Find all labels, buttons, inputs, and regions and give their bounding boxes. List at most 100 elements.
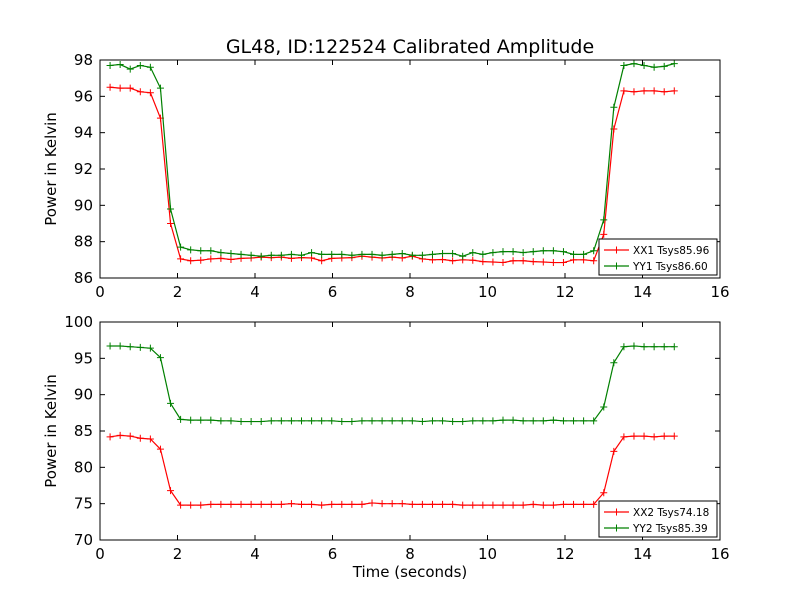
data-point-marker — [156, 445, 164, 453]
data-point-marker — [267, 251, 275, 259]
data-point-marker — [408, 251, 416, 259]
data-point-marker — [197, 501, 205, 509]
x-tick-label: 2 — [173, 283, 183, 301]
data-point-marker — [428, 250, 436, 258]
data-point-marker — [318, 501, 326, 509]
data-point-marker — [469, 501, 477, 509]
data-point-marker — [298, 500, 305, 508]
data-point-marker — [167, 205, 175, 213]
data-point-marker — [489, 417, 497, 425]
data-point-marker — [257, 418, 265, 426]
data-point-marker — [630, 342, 638, 350]
data-point-marker — [308, 249, 316, 257]
data-point-marker — [207, 255, 215, 263]
legend-label: XX1 Tsys85.96 — [633, 245, 710, 257]
data-point-marker — [509, 257, 517, 265]
data-point-marker — [459, 501, 467, 509]
x-tick-label: 12 — [555, 545, 574, 563]
series-group — [106, 60, 678, 267]
data-point-marker — [136, 343, 144, 351]
data-point-marker — [640, 87, 648, 95]
data-point-marker — [660, 62, 668, 70]
data-point-marker — [660, 432, 668, 440]
data-point-marker — [620, 433, 628, 441]
y-tick-label: 96 — [74, 87, 93, 105]
data-point-marker — [610, 359, 618, 367]
data-point-marker — [237, 250, 245, 258]
data-point-marker — [539, 417, 547, 425]
data-point-marker — [439, 249, 447, 257]
data-point-marker — [600, 230, 608, 238]
data-point-marker — [449, 500, 457, 508]
x-tick-label: 8 — [405, 283, 415, 301]
data-point-marker — [408, 417, 416, 425]
data-point-marker — [318, 417, 326, 425]
data-point-marker — [388, 500, 396, 508]
data-point-marker — [167, 220, 175, 227]
data-point-marker — [600, 489, 608, 497]
data-point-marker — [298, 417, 305, 425]
data-point-marker — [499, 259, 507, 267]
data-point-marker — [428, 500, 436, 508]
data-point-marker — [449, 418, 457, 426]
data-point-marker — [539, 258, 547, 266]
data-point-marker — [247, 418, 255, 426]
data-point-marker — [580, 250, 588, 258]
data-point-marker — [227, 249, 235, 257]
data-point-marker — [650, 87, 658, 95]
data-point-marker — [348, 418, 356, 426]
y-tick-label: 70 — [74, 531, 93, 549]
data-point-marker — [640, 61, 648, 69]
data-point-marker — [469, 249, 477, 257]
data-point-marker — [529, 248, 537, 256]
data-point-marker — [277, 417, 285, 425]
legend-label: XX2 Tsys74.18 — [633, 507, 709, 519]
data-point-marker — [287, 500, 295, 508]
data-point-marker — [449, 257, 457, 265]
data-point-marker — [459, 418, 467, 426]
data-point-marker — [126, 84, 134, 92]
data-point-marker — [106, 433, 114, 441]
data-point-marker — [509, 501, 517, 509]
y-tick-label: 85 — [74, 422, 93, 440]
data-point-marker — [499, 248, 507, 256]
data-point-marker — [358, 417, 366, 425]
x-tick-label: 6 — [328, 283, 338, 301]
data-point-marker — [328, 417, 336, 425]
legend-swatch-marker — [613, 508, 620, 516]
x-tick-label: 0 — [95, 545, 105, 563]
data-point-marker — [328, 500, 336, 508]
x-tick-label: 2 — [173, 545, 183, 563]
data-point-marker — [509, 416, 517, 424]
data-point-marker — [368, 499, 376, 507]
data-point-marker — [146, 435, 154, 443]
data-point-marker — [489, 249, 497, 257]
data-point-marker — [126, 432, 134, 440]
data-point-marker — [116, 84, 124, 92]
data-point-marker — [590, 257, 598, 265]
data-point-marker — [398, 249, 406, 257]
data-point-marker — [287, 250, 295, 258]
data-point-marker — [156, 84, 164, 92]
data-point-marker — [549, 259, 557, 267]
data-point-marker — [519, 249, 527, 257]
data-point-marker — [670, 343, 678, 351]
data-point-marker — [469, 256, 477, 264]
data-point-marker — [519, 257, 527, 265]
data-point-marker — [650, 63, 658, 71]
data-point-marker — [529, 500, 537, 508]
data-point-marker — [559, 500, 567, 508]
y-tick-label: 94 — [74, 124, 93, 142]
data-point-marker — [620, 87, 628, 95]
data-point-marker — [177, 243, 185, 251]
data-point-marker — [378, 417, 386, 425]
data-point-marker — [156, 354, 164, 362]
data-point-marker — [388, 250, 396, 258]
y-tick-label: 92 — [74, 160, 93, 178]
data-point-marker — [267, 500, 275, 508]
data-point-marker — [590, 417, 598, 425]
data-point-marker — [187, 257, 195, 265]
data-point-marker — [519, 501, 527, 509]
